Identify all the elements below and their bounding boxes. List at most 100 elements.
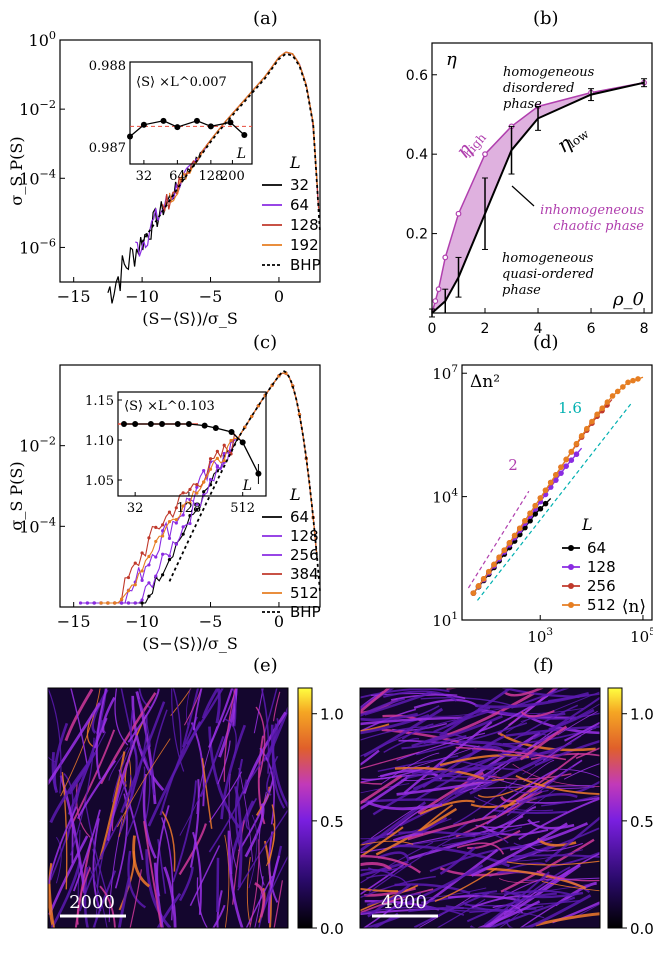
series-point <box>126 575 131 580</box>
y-tick-label: 0.6 <box>406 68 428 84</box>
heatmap-streak <box>93 717 108 749</box>
heatmap-streak <box>563 763 600 780</box>
series-point-512 <box>589 418 595 425</box>
series-point-512 <box>491 561 497 568</box>
series-point <box>99 601 103 605</box>
series-point <box>154 574 158 578</box>
phase-region-fill <box>432 82 644 313</box>
heatmap-streak <box>238 767 254 862</box>
x-tick-label: 2 <box>481 321 490 337</box>
heatmap-streak <box>503 890 575 897</box>
series-line-512 <box>472 376 644 594</box>
heatmap-streak <box>505 785 549 794</box>
heatmap-streak <box>423 714 503 745</box>
panel-a: −15 −10 −5 0 100 10−2 10−4 10−6 (S−⟨S⟩)/σ_S σ_S P… <box>7 29 321 328</box>
heatmap-streak <box>386 807 425 836</box>
legend-entry: 128 <box>290 216 319 234</box>
series-point <box>229 438 233 443</box>
series-point-128 <box>573 451 580 458</box>
annotation-chaotic: chaotic phase <box>553 219 644 234</box>
series-point <box>249 414 254 419</box>
scale-bar-label: 2000 <box>69 892 115 913</box>
heatmap-streak <box>83 866 89 928</box>
heatmap-streak <box>106 734 138 841</box>
inset-point <box>132 421 139 427</box>
heatmap-streak <box>378 745 480 778</box>
heatmap-streak <box>208 688 234 749</box>
series-point <box>167 510 172 514</box>
heatmap-streak <box>367 863 412 872</box>
series-point <box>119 601 124 605</box>
annotation-quasi-ordered: quasi-ordered <box>502 267 594 282</box>
heatmap-streak <box>500 838 595 893</box>
series-point-512 <box>506 540 513 546</box>
heatmap-streak <box>127 850 147 909</box>
heatmap-streak <box>453 779 518 825</box>
heatmap-streak <box>442 826 523 847</box>
series-point-512 <box>542 487 549 494</box>
inset-frame-a <box>129 61 253 165</box>
heatmap-streak <box>92 870 117 928</box>
heatmap-streak <box>360 723 390 732</box>
series-point <box>126 589 131 593</box>
y-tick-label: 10−2 <box>19 435 56 456</box>
legend-entry: 384 <box>290 565 319 583</box>
series-point-128 <box>563 463 569 469</box>
panel-label-d: (d) <box>533 332 559 353</box>
inset-x-tick-label: 128 <box>177 501 202 516</box>
y-tick-label: 100 <box>29 29 56 50</box>
heatmap-streak <box>360 774 403 805</box>
heatmap-streak <box>439 846 476 875</box>
series-point-512 <box>516 525 523 532</box>
x-tick-label: −10 <box>125 612 159 631</box>
inset-x-tick-label: 512 <box>230 501 255 516</box>
heatmap-streak <box>183 688 202 726</box>
inset-point <box>160 117 167 124</box>
x-tick-label: 4 <box>534 321 543 337</box>
heatmap-streak <box>362 914 403 928</box>
heatmap-streak <box>192 831 202 915</box>
heatmap-streaks <box>48 688 288 928</box>
heatmap-streak <box>455 746 567 761</box>
heatmap-streak <box>131 695 165 792</box>
series-point <box>161 552 165 556</box>
heatmap-streak <box>246 857 251 926</box>
series-point <box>161 529 165 533</box>
heatmap-streak <box>95 688 108 780</box>
heatmap-streak <box>396 732 486 761</box>
legend-entry: 128 <box>290 527 319 545</box>
legend-title: L <box>289 153 301 172</box>
heatmap-streak <box>524 894 592 928</box>
heatmap-streak <box>234 786 243 888</box>
series-point-512 <box>594 411 600 418</box>
heatmap-streak <box>223 688 237 782</box>
series-point <box>147 536 151 540</box>
legend-entry: 192 <box>290 236 319 254</box>
series-point-64 <box>532 511 539 517</box>
heatmap-streak <box>224 718 237 759</box>
heatmap-streak <box>201 758 213 829</box>
series-point-512 <box>568 448 575 455</box>
heatmap-streak <box>406 767 494 779</box>
y-tick-label: 10−4 <box>19 515 56 536</box>
heatmap-streak <box>212 904 226 928</box>
heatmap-streak <box>64 688 94 742</box>
series-point-512 <box>480 575 487 582</box>
y-tick-label: 101 <box>432 610 458 630</box>
series-point-512 <box>553 472 559 478</box>
series-point <box>133 561 137 565</box>
series-point <box>202 480 206 484</box>
series-point <box>215 456 219 460</box>
x-tick-label: −5 <box>199 287 223 306</box>
heatmap-streak <box>50 861 82 928</box>
series-point <box>161 534 165 538</box>
series-point-64 <box>527 517 533 524</box>
heatmap-streak <box>224 834 230 928</box>
heatmap-streak <box>244 803 265 858</box>
x-tick-label: −10 <box>125 287 159 306</box>
series-point <box>215 464 219 468</box>
series-point-128 <box>558 470 564 476</box>
heatmap-streak <box>248 814 258 889</box>
heatmap-streak <box>527 715 600 735</box>
inset-point <box>241 131 248 138</box>
